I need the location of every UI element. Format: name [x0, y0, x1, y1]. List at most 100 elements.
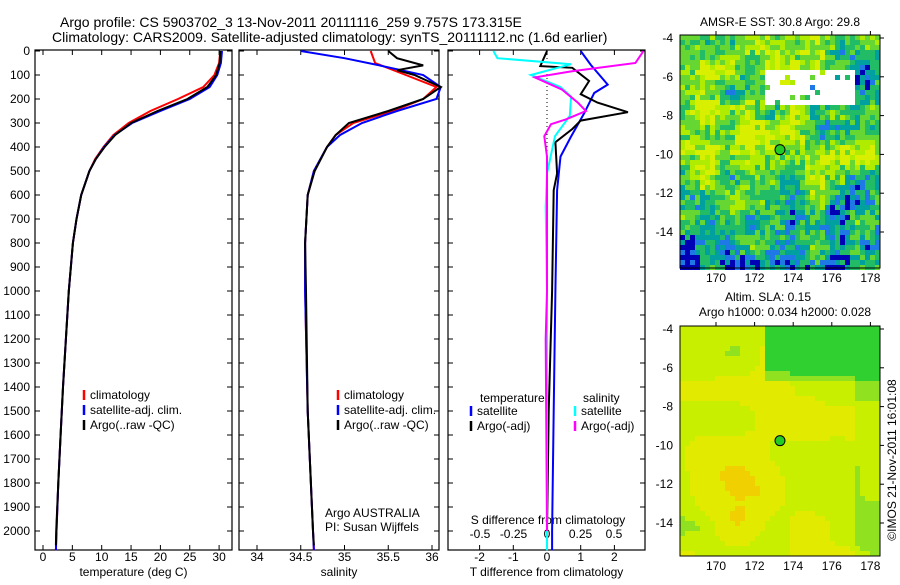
map-cell [710, 456, 715, 461]
map-cell [695, 60, 700, 65]
map-cell [745, 536, 750, 541]
map-cell [730, 100, 735, 105]
map-cell [785, 95, 790, 100]
map-cell [740, 90, 745, 95]
map-cell [710, 150, 715, 155]
map-cell [795, 471, 800, 476]
map-cell [795, 446, 800, 451]
map-cell [760, 401, 765, 406]
map-cell [760, 476, 765, 481]
map-cell [795, 80, 800, 85]
map-cell [815, 165, 820, 170]
map-cell [750, 356, 755, 361]
map-cell [705, 185, 710, 190]
map-cell [840, 491, 845, 496]
map-cell [785, 100, 790, 105]
map-cell [740, 551, 745, 556]
map-cell [710, 75, 715, 80]
map-cell [855, 521, 860, 526]
map-cell [715, 65, 720, 70]
map-cell [805, 376, 810, 381]
map-cell [850, 456, 855, 461]
map-cell [755, 346, 760, 351]
map-cell [745, 55, 750, 60]
map-cell [785, 476, 790, 481]
map-cell [710, 190, 715, 195]
map-cell [800, 331, 805, 336]
map-cell [705, 511, 710, 516]
map-cell [705, 411, 710, 416]
map-cell [795, 65, 800, 70]
map-cell [815, 361, 820, 366]
map-cell [720, 165, 725, 170]
map-cell [730, 386, 735, 391]
map-cell [800, 376, 805, 381]
map-cell [820, 461, 825, 466]
map-cell [860, 471, 865, 476]
map-cell [745, 406, 750, 411]
map-cell [710, 90, 715, 95]
map-cell [855, 50, 860, 55]
map-cell [710, 155, 715, 160]
map-cell [760, 150, 765, 155]
map-cell [775, 120, 780, 125]
map-cell [815, 456, 820, 461]
map-cell [800, 165, 805, 170]
map-cell [770, 436, 775, 441]
map-cell [765, 215, 770, 220]
map-cell [685, 336, 690, 341]
map-cell [740, 230, 745, 235]
map-cell [680, 190, 685, 195]
depth-tick-label: 500 [10, 164, 30, 178]
map-cell [680, 346, 685, 351]
map-cell [705, 85, 710, 90]
map-cell [855, 65, 860, 70]
map-cell [805, 50, 810, 55]
map-cell [715, 145, 720, 150]
map-cell [720, 461, 725, 466]
map-cell [750, 541, 755, 546]
map-cell [700, 456, 705, 461]
map-cell [775, 170, 780, 175]
map-cell [710, 331, 715, 336]
map-cell [835, 230, 840, 235]
map-cell [865, 70, 870, 75]
map-cell [710, 411, 715, 416]
map-cell [740, 260, 745, 265]
map-cell [835, 416, 840, 421]
map-cell [870, 70, 875, 75]
map-cell [800, 326, 805, 331]
map-cell [875, 180, 880, 185]
map-cell [845, 481, 850, 486]
map-cell [755, 466, 760, 471]
map-cell [695, 456, 700, 461]
map-cell [820, 185, 825, 190]
map-cell [750, 250, 755, 255]
map-cell [845, 140, 850, 145]
map-cell [785, 506, 790, 511]
map-cell [785, 35, 790, 40]
map-cell [735, 531, 740, 536]
map-cell [840, 381, 845, 386]
map-cell [775, 451, 780, 456]
map-cell [810, 446, 815, 451]
map-cell [765, 356, 770, 361]
map-cell [870, 130, 875, 135]
map-cell [770, 260, 775, 265]
map-cell [845, 401, 850, 406]
map-cell [835, 536, 840, 541]
map-cell [840, 496, 845, 501]
map-cell [785, 65, 790, 70]
map-cell [760, 446, 765, 451]
map-cell [755, 190, 760, 195]
map-cell [735, 65, 740, 70]
map-cell [750, 491, 755, 496]
map-cell [725, 331, 730, 336]
map-cell [840, 536, 845, 541]
map-cell [740, 436, 745, 441]
map-cell [820, 356, 825, 361]
map-cell [760, 210, 765, 215]
map-cell [875, 336, 880, 341]
map-cell [775, 376, 780, 381]
map-cell [800, 366, 805, 371]
